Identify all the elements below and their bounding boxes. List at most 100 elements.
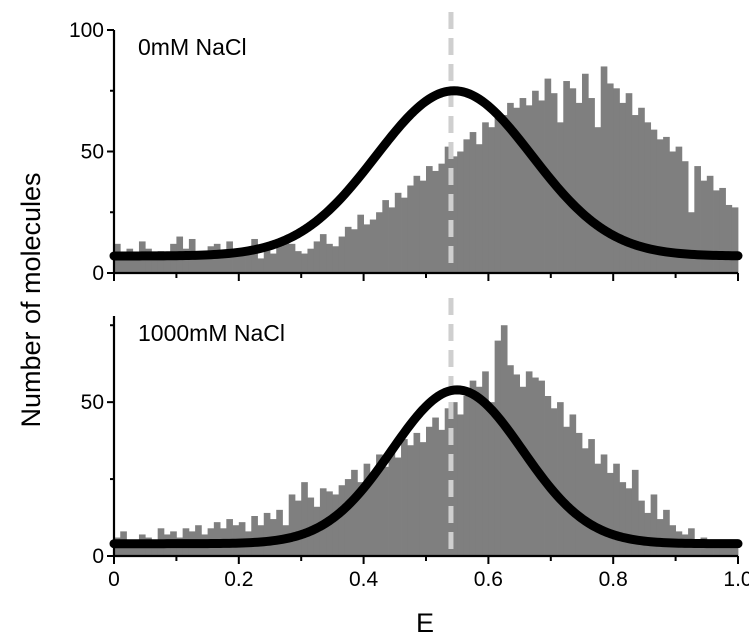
histogram-bar (638, 500, 645, 556)
histogram-bar (725, 204, 733, 273)
histogram-bar (588, 439, 595, 556)
histogram-bar (644, 512, 652, 556)
histogram-bar (301, 482, 308, 556)
histogram-bar (313, 241, 321, 273)
histogram-bar (382, 200, 389, 273)
histogram-bar (488, 127, 496, 273)
histogram-bar (494, 340, 502, 556)
histogram-bar (538, 380, 545, 556)
x-tick-label: 1.0 (723, 568, 749, 591)
histogram-bar (276, 509, 283, 556)
histogram-bar (369, 219, 377, 273)
histogram-bar (713, 190, 720, 273)
histogram-bar (257, 258, 265, 273)
histogram-bar (631, 469, 639, 556)
histogram-bar (582, 448, 589, 556)
histogram-bar (182, 248, 190, 273)
histogram-bar (394, 457, 402, 556)
x-tick-label: 0.2 (224, 568, 253, 591)
histogram-bar (507, 102, 514, 274)
histogram-bar (719, 546, 726, 556)
histogram-bar (694, 166, 701, 273)
histogram-bar (145, 248, 152, 273)
histogram-bar (619, 102, 627, 274)
histogram-bar (151, 540, 159, 556)
histogram-bar (713, 543, 720, 556)
gaussian-fit-curve (109, 86, 743, 261)
histogram-bar (226, 519, 233, 556)
histogram-bar (488, 402, 496, 556)
y-axis-title: Number of molecules (16, 172, 46, 427)
histogram-bar (606, 83, 614, 274)
histogram-bar (432, 170, 439, 273)
histogram-bar (357, 214, 364, 273)
histogram-bar (513, 107, 520, 273)
histogram-bar (681, 161, 689, 273)
x-tick-label: 0.8 (599, 568, 628, 591)
histogram-bar (457, 414, 464, 556)
histogram-bar (363, 463, 371, 556)
histogram-bar (619, 482, 627, 556)
histogram-bar (270, 253, 277, 273)
histogram-bar (388, 448, 396, 556)
histogram-bar (288, 243, 296, 273)
x-tick-label: 0 (108, 568, 120, 591)
histogram-bar (195, 251, 202, 273)
histogram-bar (663, 136, 670, 273)
histogram-bar (625, 488, 633, 556)
histogram-bar (594, 127, 602, 273)
histogram-bar (344, 226, 352, 273)
histogram-bar (469, 380, 477, 556)
histogram-bar (557, 402, 564, 556)
histogram-bar (132, 258, 140, 273)
histogram-bar (706, 543, 714, 556)
histogram-bar (126, 543, 134, 556)
histogram-bar (457, 151, 464, 273)
histogram-bar (438, 429, 446, 556)
histogram-bar (507, 365, 514, 556)
histogram-bar (232, 255, 240, 273)
histogram-bar (550, 408, 558, 556)
histogram-bar (413, 175, 421, 273)
x-axis-title: E (416, 608, 434, 638)
histogram-bars (114, 66, 739, 274)
histogram-bar (594, 463, 602, 556)
histogram-bar (376, 212, 383, 273)
histogram-bar (675, 146, 683, 273)
histogram-bar (706, 175, 714, 273)
histogram-bar (663, 509, 670, 556)
x-tick-label: 0.4 (349, 568, 379, 591)
histogram-bar (719, 187, 726, 273)
histogram-bar (731, 207, 739, 273)
histogram-bar (725, 540, 733, 556)
histogram-bar (563, 426, 570, 556)
histogram-bar (382, 466, 389, 556)
histogram-bar (338, 485, 346, 556)
histogram-bar (332, 494, 340, 556)
histogram-bar (482, 122, 489, 273)
histogram-bar (613, 88, 620, 273)
histogram-bar (401, 439, 408, 556)
histogram-bar (294, 251, 302, 273)
histogram-bar (120, 255, 127, 273)
histogram-bar (307, 248, 315, 273)
histogram-bar (575, 102, 583, 274)
histogram-bars (114, 325, 739, 556)
histogram-bar (532, 90, 539, 273)
histogram-bar (419, 180, 427, 273)
histogram-bar (426, 426, 433, 556)
y-tick-label: 0 (92, 262, 104, 285)
histogram-bar (351, 229, 358, 273)
histogram-bar (407, 185, 414, 273)
histogram-bar (638, 107, 645, 273)
histogram-bar (426, 166, 433, 273)
histogram-bar (544, 396, 552, 556)
histogram-bar (538, 100, 545, 273)
histogram-bar (644, 122, 652, 273)
histogram-bar (251, 516, 258, 556)
histogram-bar (582, 73, 589, 274)
histogram-bar (494, 112, 502, 274)
histogram-bar (444, 408, 452, 556)
histogram-bar (376, 454, 383, 556)
y-tick-label: 100 (69, 19, 104, 42)
